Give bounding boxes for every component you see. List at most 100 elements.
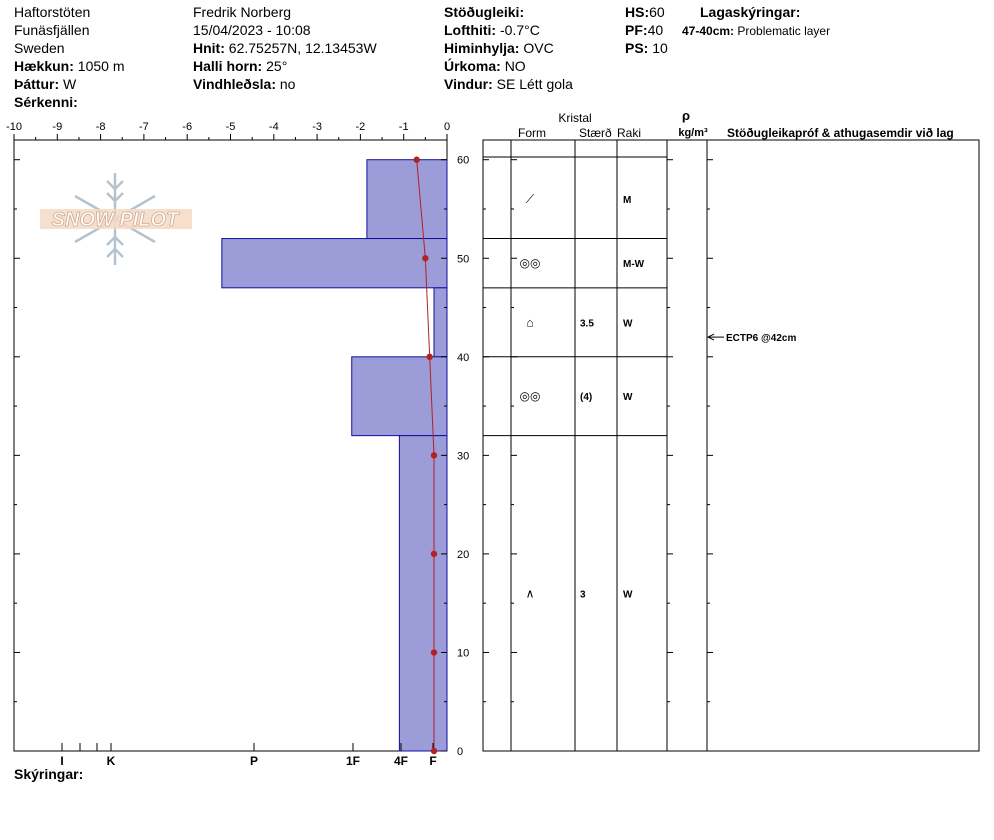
temp-tick-label: -6 bbox=[182, 121, 192, 133]
temperature-point bbox=[430, 550, 438, 558]
aspect: Þáttur: W bbox=[14, 76, 76, 92]
test-label-0: ECTP6 @42cm bbox=[726, 333, 796, 344]
temperature-point bbox=[430, 747, 438, 755]
temp-tick-label: -4 bbox=[269, 121, 279, 133]
location: Haftorstöten bbox=[14, 4, 91, 20]
height-tick-label: 50 bbox=[457, 253, 469, 265]
hardness-bar-1 bbox=[221, 238, 448, 289]
observer: Fredrik Norberg bbox=[193, 4, 292, 20]
height-tick-label: 60 bbox=[457, 155, 469, 167]
temperature-point bbox=[426, 353, 433, 361]
precip: Úrkoma: NO bbox=[444, 58, 526, 74]
layer-moisture-3: W bbox=[623, 392, 633, 403]
elevation-label: Hækkun: bbox=[14, 58, 74, 74]
test-arrow-head-0 bbox=[706, 333, 715, 341]
stability-label: Stöðugleiki: bbox=[444, 4, 525, 20]
table-frame bbox=[482, 139, 980, 752]
tests-header: Stöðugleikapróf & athugasemdir við lag bbox=[727, 126, 954, 140]
temp-tick-label: -1 bbox=[399, 121, 409, 133]
hs-value: 60 bbox=[649, 4, 665, 20]
height-tick-label: 10 bbox=[457, 647, 469, 659]
layer-moisture-0: M bbox=[623, 195, 631, 206]
wind-value: SE Létt gola bbox=[496, 76, 573, 92]
coords-value: 62.75257N, 12.13453W bbox=[228, 40, 377, 56]
temp-tick-label: -8 bbox=[96, 121, 106, 133]
country: Sweden bbox=[14, 40, 65, 56]
air-temp-value: -0.7°C bbox=[499, 22, 540, 38]
hardness-bar-4 bbox=[398, 435, 448, 752]
pf-value: 40 bbox=[647, 22, 664, 38]
hardness-label: P bbox=[250, 754, 258, 768]
wind-loading-value: no bbox=[279, 76, 296, 92]
aspect-label: Þáttur: bbox=[14, 76, 60, 92]
size-header: Stærð bbox=[579, 126, 612, 140]
density-unit-header: kg/m³ bbox=[678, 127, 708, 139]
hardness-label: F bbox=[429, 754, 436, 768]
precip-value: NO bbox=[504, 58, 526, 74]
temperature-point bbox=[413, 156, 420, 163]
wind-loading-label: Vindhleðsla: bbox=[193, 76, 276, 92]
wind: Vindur: SE Létt gola bbox=[444, 76, 573, 92]
layer-form-0: ⟋ bbox=[526, 192, 535, 206]
notes-label: Skýringar: bbox=[14, 766, 84, 782]
temp-tick-label: -5 bbox=[226, 121, 236, 133]
layer-note-range: 47-40cm: bbox=[682, 24, 735, 38]
precip-label: Úrkoma: bbox=[444, 58, 501, 74]
datetime: 15/04/2023 - 10:08 bbox=[193, 22, 311, 38]
layer-moisture-2: W bbox=[623, 318, 633, 329]
logo-band bbox=[40, 209, 192, 229]
layer-note-text: Problematic layer bbox=[737, 24, 831, 38]
ps-label: PS: bbox=[625, 40, 649, 56]
slope: Halli horn: 25° bbox=[193, 58, 287, 74]
layer-moisture-1: M-W bbox=[623, 259, 645, 270]
slope-label: Halli horn: bbox=[193, 58, 263, 74]
wind-label: Vindur: bbox=[444, 76, 493, 92]
temperature-point bbox=[430, 649, 438, 656]
crystal-header: Kristal bbox=[558, 111, 591, 125]
moisture-header: Raki bbox=[617, 126, 641, 140]
wind-loading: Vindhleðsla: no bbox=[193, 76, 295, 92]
height-tick-label: 30 bbox=[457, 450, 469, 462]
temp-tick-label: -3 bbox=[312, 121, 322, 133]
area: Funäsfjällen bbox=[14, 22, 90, 38]
sky-value: OVC bbox=[523, 40, 554, 56]
temp-tick-label: -2 bbox=[356, 121, 366, 133]
layer-moisture-4: W bbox=[623, 589, 633, 600]
hardness-bar-2 bbox=[433, 287, 448, 358]
ps: PS: 10 bbox=[625, 40, 668, 56]
rho-header: ρ bbox=[682, 108, 690, 123]
layer-note: 47-40cm: Problematic layer bbox=[682, 23, 830, 39]
aspect-value: W bbox=[63, 76, 77, 92]
layer-form-2: ⌂ bbox=[526, 315, 533, 329]
hs: HS:60 bbox=[625, 4, 665, 20]
air-temp-label: Lofthiti: bbox=[444, 22, 497, 38]
features-label: Sérkenni: bbox=[14, 94, 78, 110]
layer-notes-label: Lagaskýringar: bbox=[700, 4, 801, 20]
layer-size-3: (4) bbox=[580, 392, 592, 403]
hardness-label: 1F bbox=[346, 754, 360, 768]
sky-label: Himinhylja: bbox=[444, 40, 520, 56]
air-temp: Lofthiti: -0.7°C bbox=[444, 22, 540, 38]
ps-value: 10 bbox=[652, 40, 668, 56]
layer-form-1: ◎◎ bbox=[520, 256, 541, 270]
slope-value: 25° bbox=[266, 58, 288, 74]
temp-tick-label: -7 bbox=[139, 121, 149, 133]
layer-form-4: ∧ bbox=[526, 586, 535, 600]
elevation-value: 1050 m bbox=[77, 58, 125, 74]
height-tick-label: 40 bbox=[457, 352, 469, 364]
pf: PF:40 bbox=[625, 22, 663, 38]
temperature-point bbox=[422, 255, 429, 262]
hardness-label: 4F bbox=[394, 754, 408, 768]
hardness-bar-0 bbox=[366, 159, 448, 240]
coords: Hnit: 62.75257N, 12.13453W bbox=[193, 40, 377, 56]
temp-tick-label: -9 bbox=[52, 121, 62, 133]
coords-label: Hnit: bbox=[193, 40, 225, 56]
logo-text: SNOW PILOT bbox=[52, 209, 180, 231]
height-tick-label: 0 bbox=[457, 746, 463, 758]
hardness-label: K bbox=[107, 754, 116, 768]
temperature-point bbox=[430, 452, 438, 459]
hardness-label: I bbox=[60, 754, 63, 768]
pf-label: PF: bbox=[625, 22, 648, 38]
hs-label: HS: bbox=[625, 4, 650, 20]
